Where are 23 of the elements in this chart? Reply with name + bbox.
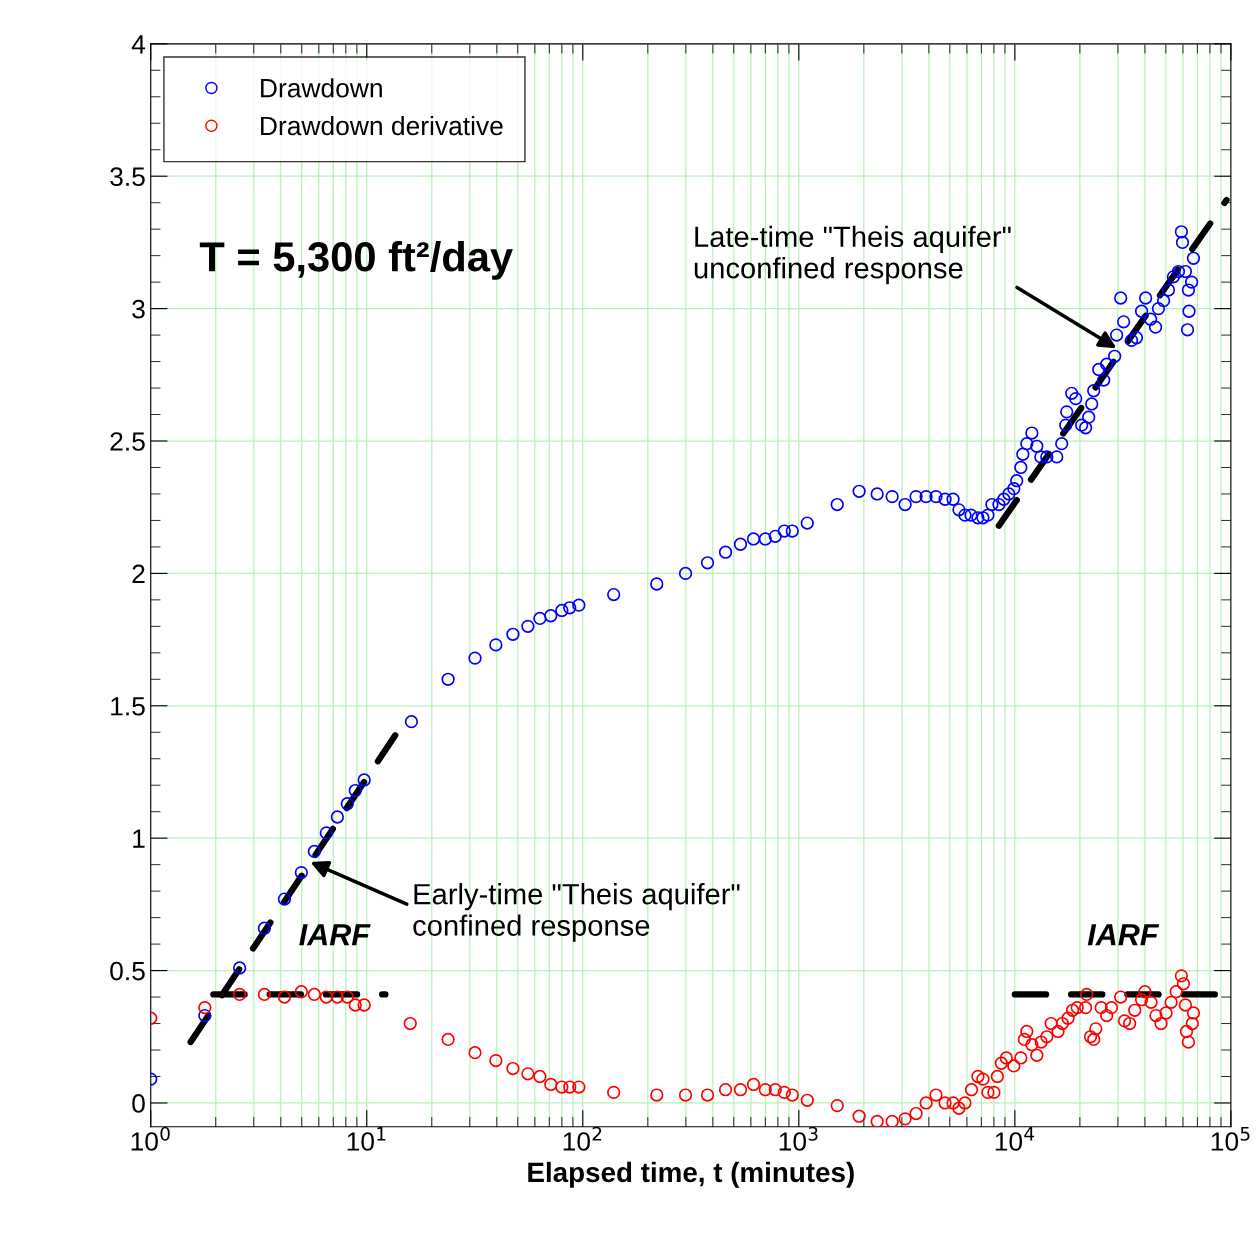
annotation: T = 5,300 ft²/day [199, 241, 513, 280]
x-tick-label: 10$^{5}$ [1211, 1127, 1250, 1151]
legend-label: Drawdown derivative [261, 115, 503, 136]
y-tick-label: 2.5 [110, 432, 145, 451]
y-tick-label: 2 [132, 564, 145, 583]
annotation: IARF [299, 924, 371, 946]
x-axis-title: Elapsed time, t (minutes) [528, 1161, 854, 1188]
y-tick-label: 0.5 [110, 961, 145, 981]
legend-label: Drawdown [261, 78, 382, 98]
x-tick-label: 10$^{3}$ [779, 1126, 818, 1151]
x-tick-label: 10$^{4}$ [995, 1127, 1035, 1151]
x-tick-label: 10$^{0}$ [131, 1126, 170, 1151]
y-tick-label: 1 [133, 829, 145, 848]
y-tick-label: 4 [131, 35, 146, 54]
y-tick-label: 1.5 [111, 697, 145, 716]
y-tick-label: 3.5 [110, 167, 145, 187]
annotation: IARF [1087, 924, 1160, 946]
x-tick-label: 10$^{2}$ [563, 1126, 602, 1151]
x-tick-label: 10$^{1}$ [347, 1127, 386, 1151]
annotation: Late-time "Theis aquifer" unconfined response [694, 225, 1011, 285]
annotation: Early-time "Theis aquifer" confined response [413, 883, 740, 942]
y-tick-label: 3 [132, 299, 145, 319]
y-tick-label: 0 [132, 1094, 145, 1113]
